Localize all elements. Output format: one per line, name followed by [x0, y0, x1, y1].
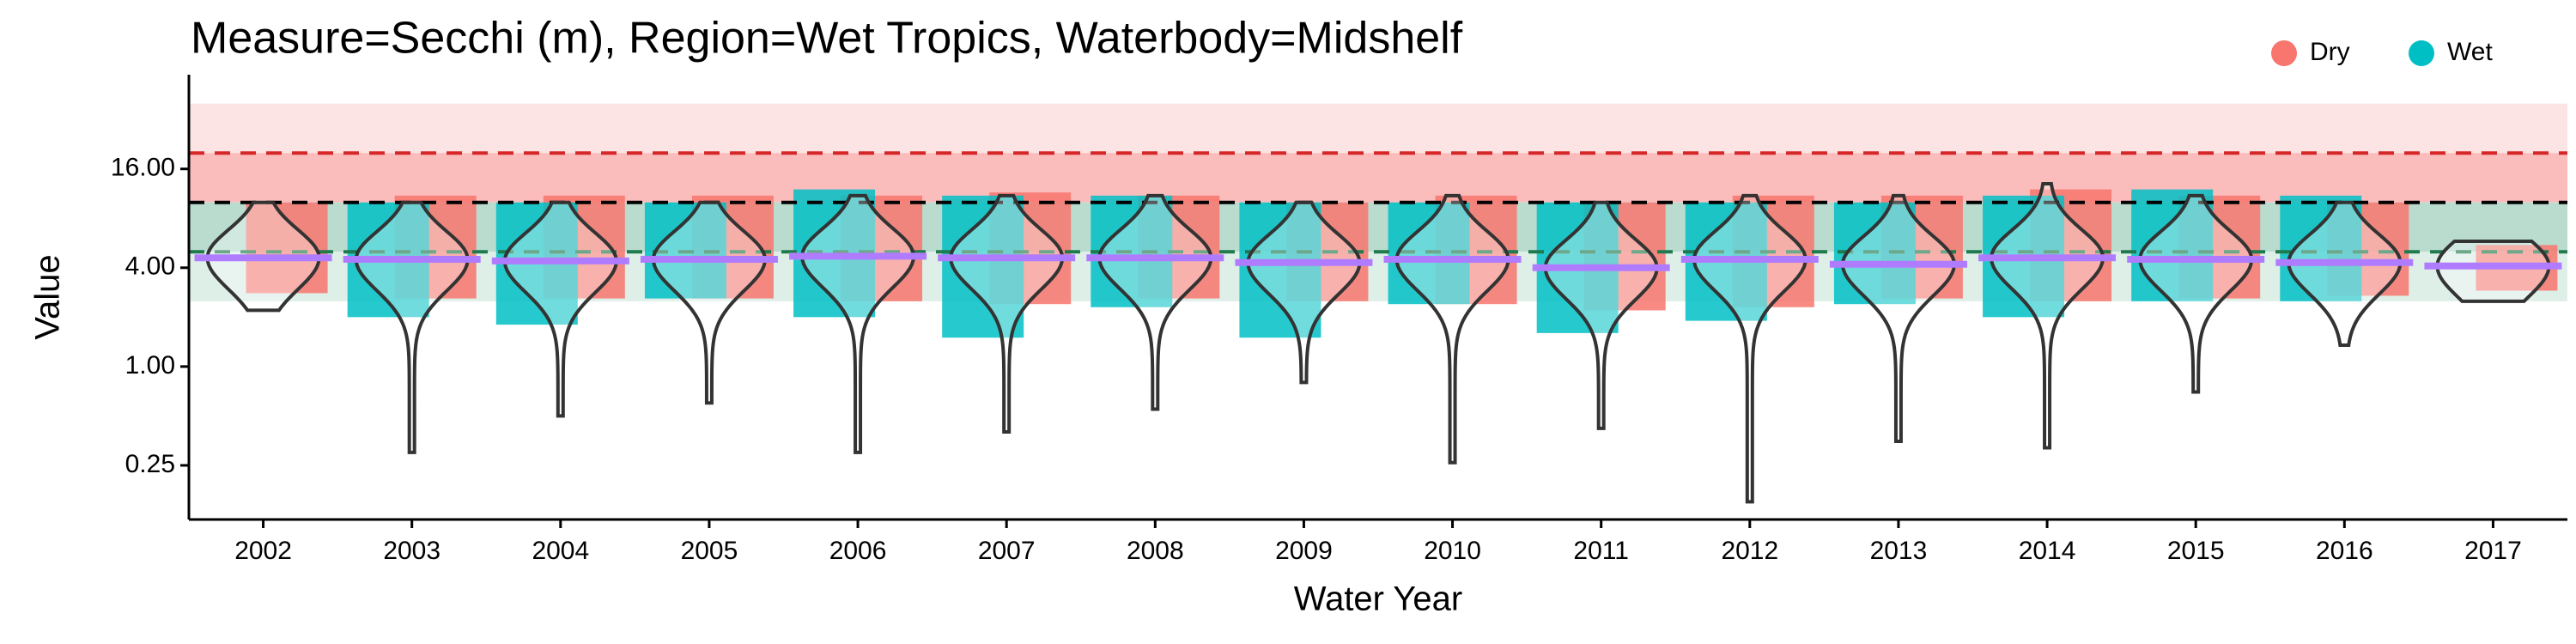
x-tick-label: 2014 — [2019, 537, 2076, 565]
x-tick-label: 2002 — [234, 537, 292, 565]
x-tick-label: 2004 — [532, 537, 589, 565]
legend-label: Wet — [2447, 38, 2493, 66]
violin — [1394, 193, 1510, 465]
x-tick-label: 2011 — [1573, 537, 1629, 565]
y-tick-label: 16.00 — [111, 154, 175, 182]
x-tick-label: 2017 — [2464, 537, 2522, 565]
violin — [1990, 181, 2105, 450]
threshold-band — [189, 103, 2567, 154]
violin — [502, 200, 618, 418]
violin — [1246, 200, 1362, 385]
x-tick-label: 2012 — [1721, 537, 1778, 565]
legend-swatch — [2271, 40, 2297, 66]
x-tick-label: 2005 — [681, 537, 738, 565]
x-tick-label: 2013 — [1870, 537, 1928, 565]
violin — [1692, 193, 1807, 504]
violin — [1840, 193, 1956, 444]
x-tick-label: 2010 — [1424, 537, 1481, 565]
x-tick-label: 2015 — [2167, 537, 2225, 565]
x-tick-label: 2007 — [978, 537, 1036, 565]
x-axis-label: Water Year — [1294, 580, 1462, 618]
violin — [1543, 200, 1659, 430]
y-tick-label: 0.25 — [125, 450, 175, 478]
violin — [651, 200, 767, 405]
violin — [2287, 200, 2403, 347]
x-tick-label: 2003 — [383, 537, 440, 565]
chart-title: Measure=Secchi (m), Region=Wet Tropics, … — [191, 14, 1463, 64]
y-tick-label: 4.00 — [125, 252, 175, 281]
x-tick-label: 2009 — [1275, 537, 1333, 565]
violin — [800, 193, 916, 454]
x-tick-label: 2008 — [1127, 537, 1184, 565]
legend-swatch — [2409, 40, 2434, 66]
x-tick-label: 2006 — [829, 537, 887, 565]
x-tick-label: 2016 — [2316, 537, 2373, 565]
violin — [2138, 193, 2254, 394]
violin — [354, 200, 470, 454]
y-axis-label: Value — [29, 254, 67, 339]
y-tick-label: 1.00 — [125, 351, 175, 380]
legend-label: Dry — [2310, 38, 2350, 66]
violin — [1097, 193, 1213, 411]
violin — [2435, 239, 2551, 303]
